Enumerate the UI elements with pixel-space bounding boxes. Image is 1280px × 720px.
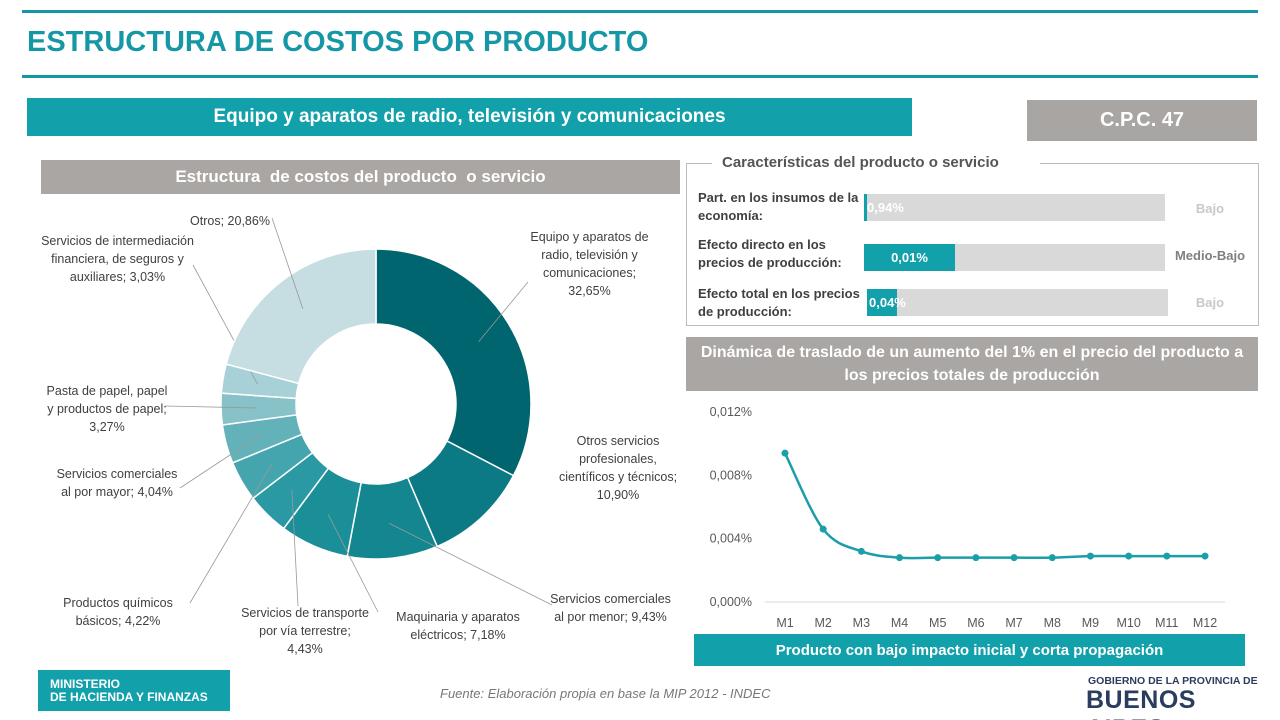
donut-slice [225,248,377,385]
ministry-text: MINISTERIO DE HACIENDA Y FINANZAS [50,678,208,704]
slice-label: Servicios de transporte por vía terrestr… [241,606,369,656]
leader-line [327,513,379,613]
x-tick-label: M9 [1082,616,1099,630]
leader-line [291,489,299,607]
rule [22,75,1258,78]
bar-value: 0,01% [891,250,928,265]
bar-track [864,194,1165,221]
line-point [1163,552,1171,560]
line-point [1048,554,1056,562]
level-label: Bajo [1195,295,1225,310]
slice-label: Servicios comerciales al por mayor; 4,04… [56,467,178,499]
y-tick-label: 0,004% [710,532,752,546]
bar-value: 0,94% [867,200,904,215]
page-title: ESTRUCTURA DE COSTOS POR PRODUCTO [27,26,649,58]
source: Fuente: Elaboración propia en base la MI… [440,686,771,701]
bar-fill: 0,01% [864,244,955,271]
y-tick-label: 0,008% [710,468,752,482]
x-tick-label: M11 [1155,616,1178,630]
line-point [781,449,789,457]
bar-fill: 0,94% [864,194,904,221]
row-label: Efecto directo en los precios de producc… [698,237,842,270]
level-label: Bajo [1195,201,1225,216]
bar-fill: 0,04% [867,289,906,316]
x-tick-label: M6 [967,616,984,630]
slice-label: Servicios comerciales al por menor; 9,43… [550,592,671,624]
bar-track [867,289,1168,316]
x-tick-label: M7 [1005,616,1022,630]
ministry-box: MINISTERIO DE HACIENDA Y FINANZAS [38,670,230,711]
x-tick-label: M3 [853,616,870,630]
line-point [1125,552,1133,560]
leader-line [478,281,529,343]
slice-label: Servicios de intermediación financiera, … [41,234,194,284]
slice-label: Productos químicos básicos; 4,22% [63,596,173,628]
slice-label: Otros; 20,86% [190,214,270,228]
x-tick-label: M5 [929,616,946,630]
slice-label: Otros servicios profesionales, científic… [558,434,678,502]
panel-border [686,163,712,164]
bar-value: 0,04% [869,295,906,310]
panel-border [1040,163,1258,164]
x-tick-label: M12 [1193,616,1217,630]
x-tick-label: M2 [814,616,831,630]
slice-label: Maquinaria y aparatos eléctricos; 7,18% [396,610,520,642]
leader-line [164,405,257,409]
line-point [819,525,827,533]
line-annotation: Producto con bajo impacto inicial y cort… [694,634,1245,666]
line-point [972,554,980,562]
ministry-line: DE HACIENDA Y FINANZAS [50,690,208,704]
line-title: Dinámica de traslado de un aumento del 1… [686,337,1258,391]
leader-line [179,434,261,489]
leader-line [388,522,553,606]
logo-bottom: BUENOS AIRES [1086,686,1196,720]
donut-slice [375,248,532,477]
row-label: Part. en los insumos de la economía: [698,190,859,223]
row-label: Efecto total en los precios de producció… [698,286,860,319]
y-tick-label: 0,000% [710,595,752,609]
cpc-code: C.P.C. 47 [1027,100,1257,141]
rule [22,10,1258,13]
line-series [783,452,1205,560]
y-tick-label: 0,012% [710,405,752,419]
panel-title: Características del producto o servicio [712,154,1009,171]
x-tick-label: M10 [1116,616,1140,630]
line-point [1086,552,1094,560]
characteristics-panel [686,163,1259,326]
level-label: Medio-Bajo [1174,248,1246,263]
line-point [1010,554,1018,562]
line-point [1201,552,1209,560]
line-point [934,554,942,562]
x-tick-label: M8 [1044,616,1061,630]
x-tick-label: M1 [776,616,793,630]
line-point [896,554,904,562]
x-tick-label: M4 [891,616,908,630]
leader-line [189,463,273,604]
line-point [857,547,865,555]
logo-top: GOBIERNO DE LA PROVINCIA DE [1088,675,1258,687]
pie-title: Estructura de costos del producto o serv… [41,160,680,194]
ministry-line: MINISTERIO [50,677,121,691]
leader-line [271,217,304,309]
slice-label: Equipo y aparatos de radio, televisión y… [530,230,649,298]
product-banner: Equipo y aparatos de radio, televisión y… [27,98,912,136]
slice-label: Pasta de papel, papel y productos de pap… [46,384,168,434]
